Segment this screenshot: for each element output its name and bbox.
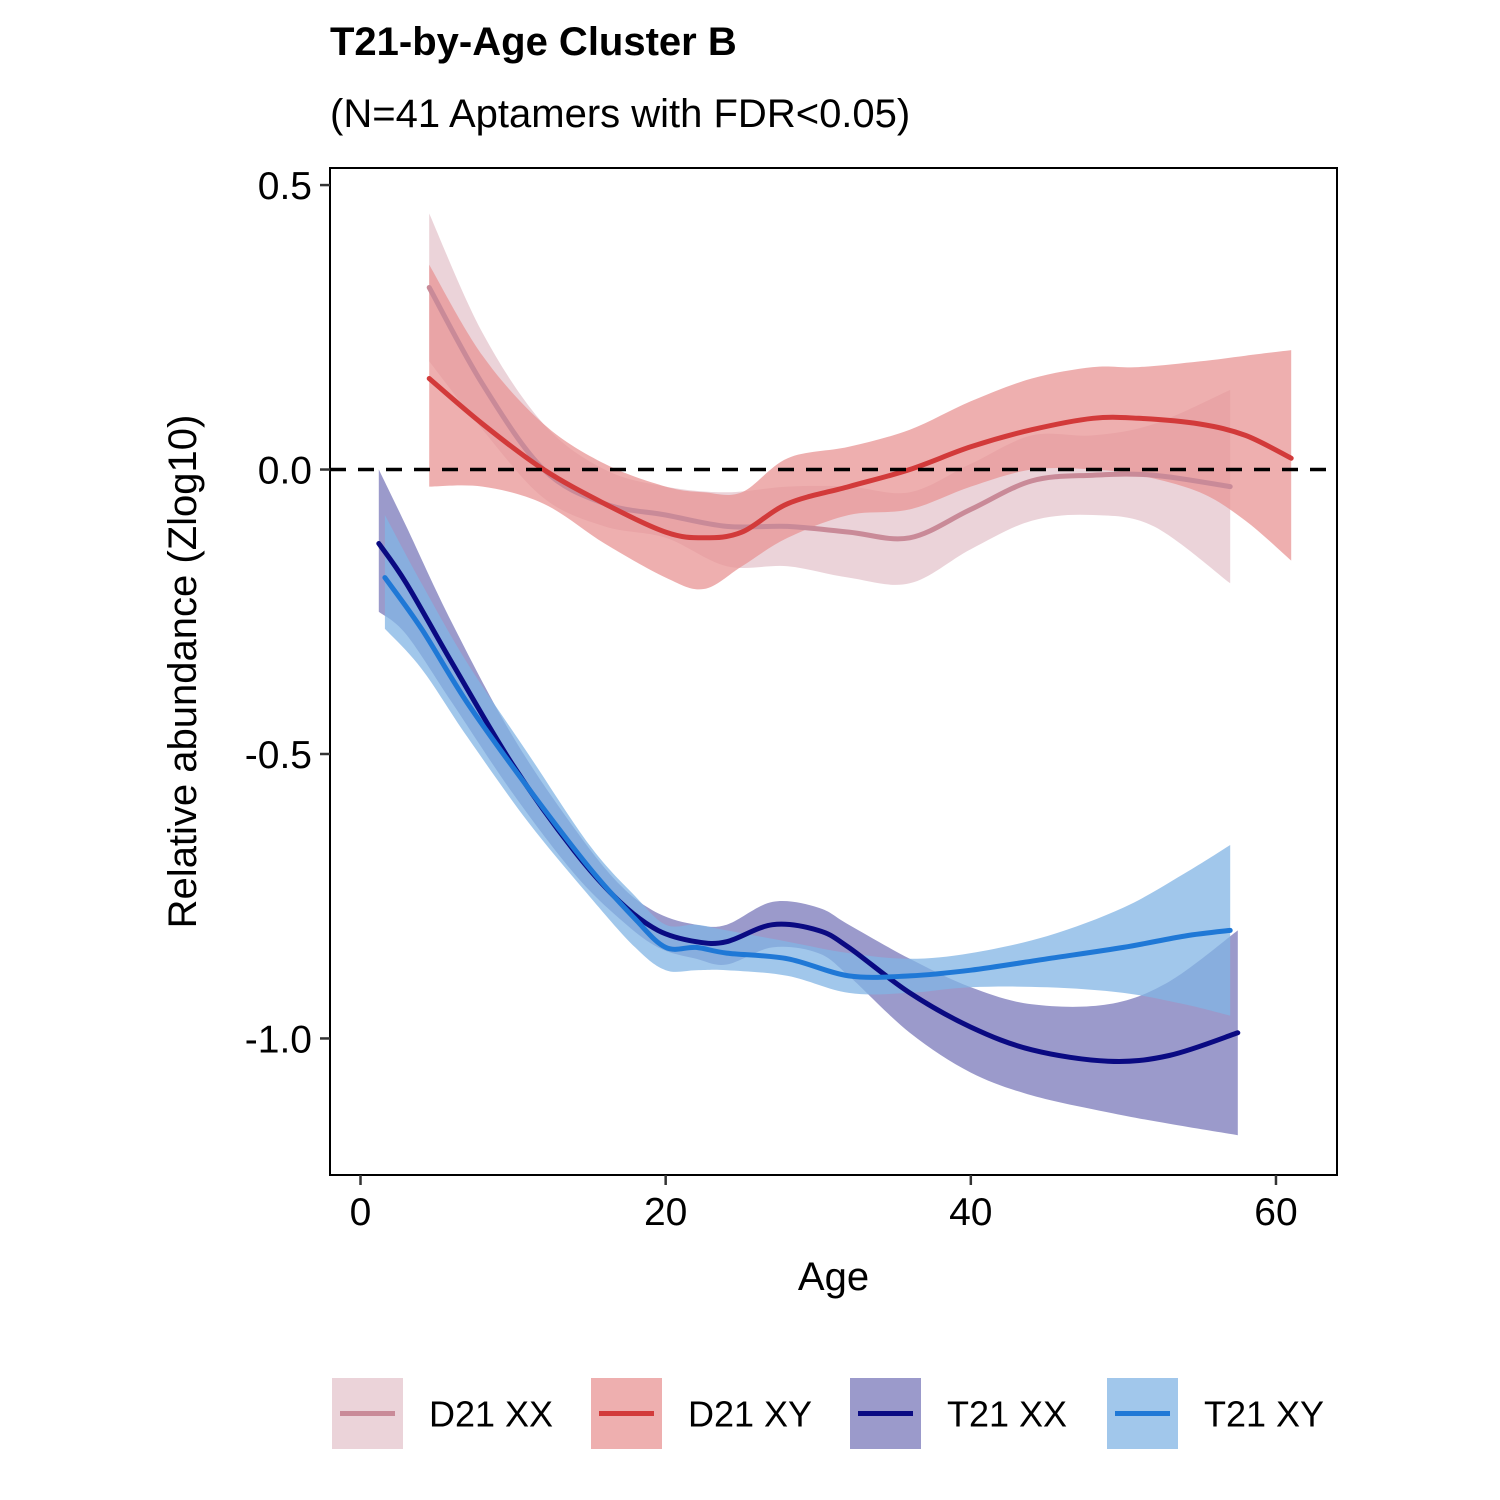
y-tick-label: 0.0	[258, 450, 312, 493]
line-t21-xy	[382, 575, 1233, 980]
legend: D21 XX D21 XY T21 XX T21 XY	[332, 1378, 1324, 1449]
plot-panel-border	[329, 167, 1338, 1176]
y-axis-title: Relative abundance (Zlog10)	[161, 415, 205, 929]
x-tick-label: 40	[949, 1191, 992, 1234]
x-axis-title: Age	[798, 1255, 869, 1299]
y-tick-label: 0.5	[258, 165, 312, 208]
band-d21-xy	[429, 264, 1292, 590]
x-axis: 0 20 40 60	[350, 1175, 1298, 1234]
legend-item-d21-xy: D21 XY	[591, 1378, 812, 1449]
y-axis: 0.5 0.0 -0.5 -1.0	[245, 165, 330, 1061]
band-t21-xy	[384, 515, 1231, 1016]
line-t21-xx	[376, 541, 1241, 1064]
chart-subtitle: (N=41 Aptamers with FDR<0.05)	[330, 92, 911, 136]
x-tick-label: 60	[1254, 1191, 1297, 1234]
legend-label: T21 XX	[947, 1394, 1067, 1435]
y-tick-label: -0.5	[245, 734, 312, 777]
line-d21-xy	[426, 376, 1294, 541]
line-d21-xx	[426, 285, 1233, 542]
legend-label: D21 XX	[429, 1394, 553, 1435]
x-tick-label: 0	[350, 1191, 372, 1234]
legend-label: T21 XY	[1204, 1394, 1324, 1435]
legend-item-t21-xy: T21 XY	[1107, 1378, 1324, 1449]
confidence-bands	[378, 213, 1292, 1136]
chart-title: T21-by-Age Cluster B	[330, 20, 737, 64]
legend-item-t21-xx: T21 XX	[850, 1378, 1067, 1449]
y-tick-label: -1.0	[245, 1018, 312, 1061]
legend-item-d21-xx: D21 XX	[332, 1378, 553, 1449]
legend-label: D21 XY	[688, 1394, 812, 1435]
series-lines	[376, 285, 1294, 1064]
x-tick-label: 20	[644, 1191, 687, 1234]
